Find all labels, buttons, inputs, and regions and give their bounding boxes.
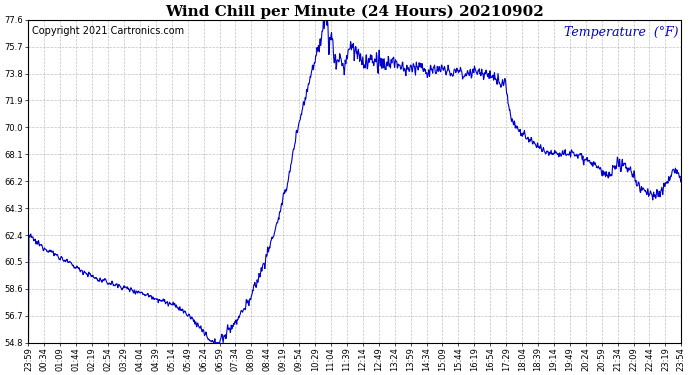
Text: Temperature  (°F): Temperature (°F) <box>564 26 678 39</box>
Title: Wind Chill per Minute (24 Hours) 20210902: Wind Chill per Minute (24 Hours) 2021090… <box>166 4 544 18</box>
Text: Copyright 2021 Cartronics.com: Copyright 2021 Cartronics.com <box>32 26 184 36</box>
